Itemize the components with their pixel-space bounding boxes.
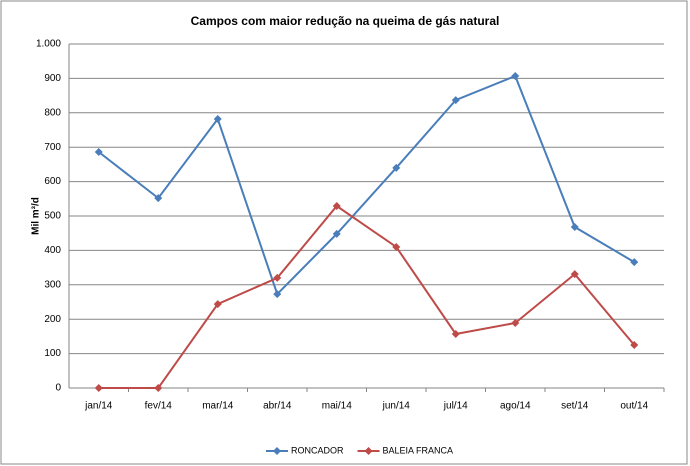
- x-tick-label: fev/14: [145, 401, 173, 412]
- legend-label: RONCADOR: [291, 445, 344, 455]
- marker: [392, 242, 401, 251]
- marker: [213, 300, 222, 309]
- marker: [154, 194, 163, 203]
- x-tick-label: set/14: [561, 401, 589, 412]
- legend-marker: [364, 447, 373, 455]
- marker: [392, 163, 401, 172]
- marker: [630, 341, 639, 349]
- x-tick-label: mar/14: [202, 401, 234, 412]
- marker: [332, 229, 341, 238]
- marker: [511, 318, 520, 327]
- y-tick-label: 900: [44, 73, 61, 84]
- chart-title: Campos com maior redução na queima de gá…: [191, 14, 500, 28]
- y-tick-label: 1.000: [36, 39, 61, 50]
- marker: [630, 258, 639, 267]
- y-tick-label: 200: [44, 314, 61, 325]
- marker: [511, 71, 520, 80]
- x-tick-label: jun/14: [382, 401, 411, 412]
- x-tick-label: abr/14: [263, 401, 292, 412]
- y-tick-label: 600: [44, 176, 61, 187]
- marker: [451, 329, 460, 338]
- y-tick-label: 700: [44, 142, 61, 153]
- x-tick-label: jul/14: [443, 401, 468, 412]
- x-tick-label: ago/14: [500, 401, 531, 412]
- marker: [570, 270, 579, 279]
- marker: [451, 96, 460, 105]
- y-tick-label: 500: [44, 211, 61, 222]
- y-tick-label: 100: [44, 348, 61, 359]
- x-tick-label: out/14: [620, 401, 648, 412]
- marker: [570, 223, 579, 232]
- marker: [213, 114, 222, 123]
- y-tick-label: 400: [44, 245, 61, 256]
- x-tick-label: mai/14: [322, 401, 352, 412]
- marker: [154, 384, 163, 392]
- x-tick-label: jan/14: [84, 401, 113, 412]
- legend-marker: [273, 447, 281, 455]
- marker: [273, 290, 282, 299]
- marker: [94, 148, 103, 157]
- y-tick-label: 300: [44, 279, 61, 290]
- y-tick-label: 800: [44, 107, 61, 118]
- legend-label: BALEIA FRANCA: [383, 445, 454, 455]
- marker: [273, 273, 282, 282]
- marker: [94, 384, 103, 392]
- series-line: [98, 74, 635, 296]
- y-axis-label: Mil m³/d: [31, 197, 42, 235]
- marker: [332, 202, 341, 211]
- y-tick-label: 0: [55, 383, 61, 394]
- series-line: [98, 204, 636, 389]
